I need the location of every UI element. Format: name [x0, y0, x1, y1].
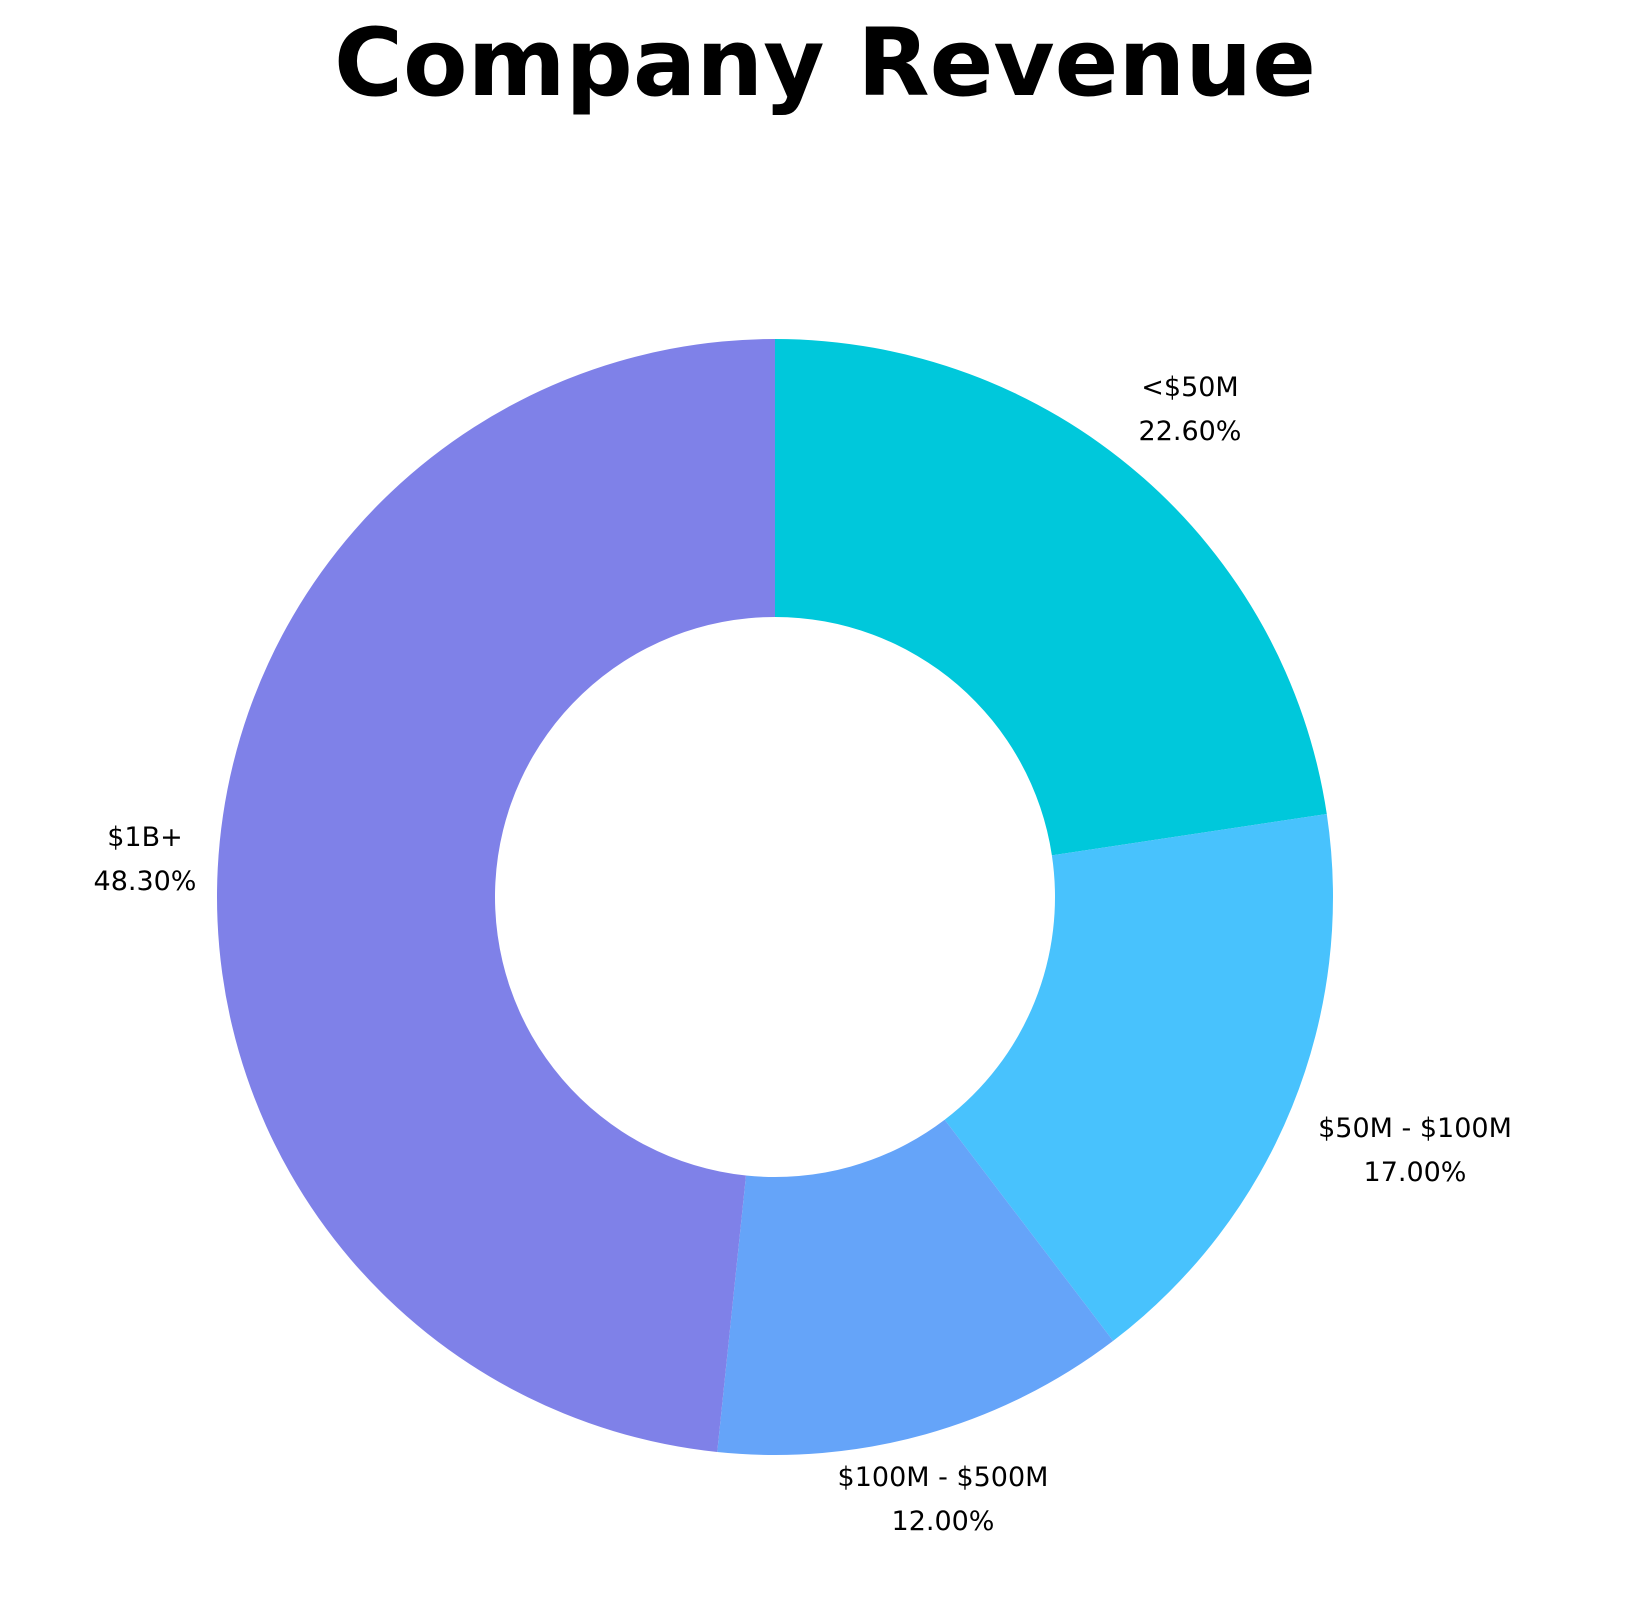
- slice-3: [717, 1119, 1114, 1455]
- slice-label-4: $1B+: [107, 822, 183, 853]
- slice-value-label-1: 22.60%: [1139, 416, 1242, 447]
- slice-label-3: $100M - $500M: [838, 1462, 1049, 1493]
- slice-2: [944, 813, 1333, 1341]
- slice-value-label-3: 12.00%: [892, 1506, 995, 1537]
- slice-value-label-2: 17.00%: [1364, 1157, 1467, 1188]
- slice-label-2: $50M - $100M: [1318, 1113, 1512, 1144]
- slice-value-label-4: 48.30%: [94, 866, 197, 897]
- slice-4: [216, 339, 775, 1452]
- slice-label-1: <$50M: [1141, 372, 1238, 403]
- slices-group: [216, 339, 1333, 1455]
- chart-title: Company Revenue: [334, 9, 1316, 118]
- slice-1: [775, 339, 1327, 856]
- labels-group: <$50M 22.60% $50M - $100M 17.00% $100M - $50…: [94, 372, 1512, 1537]
